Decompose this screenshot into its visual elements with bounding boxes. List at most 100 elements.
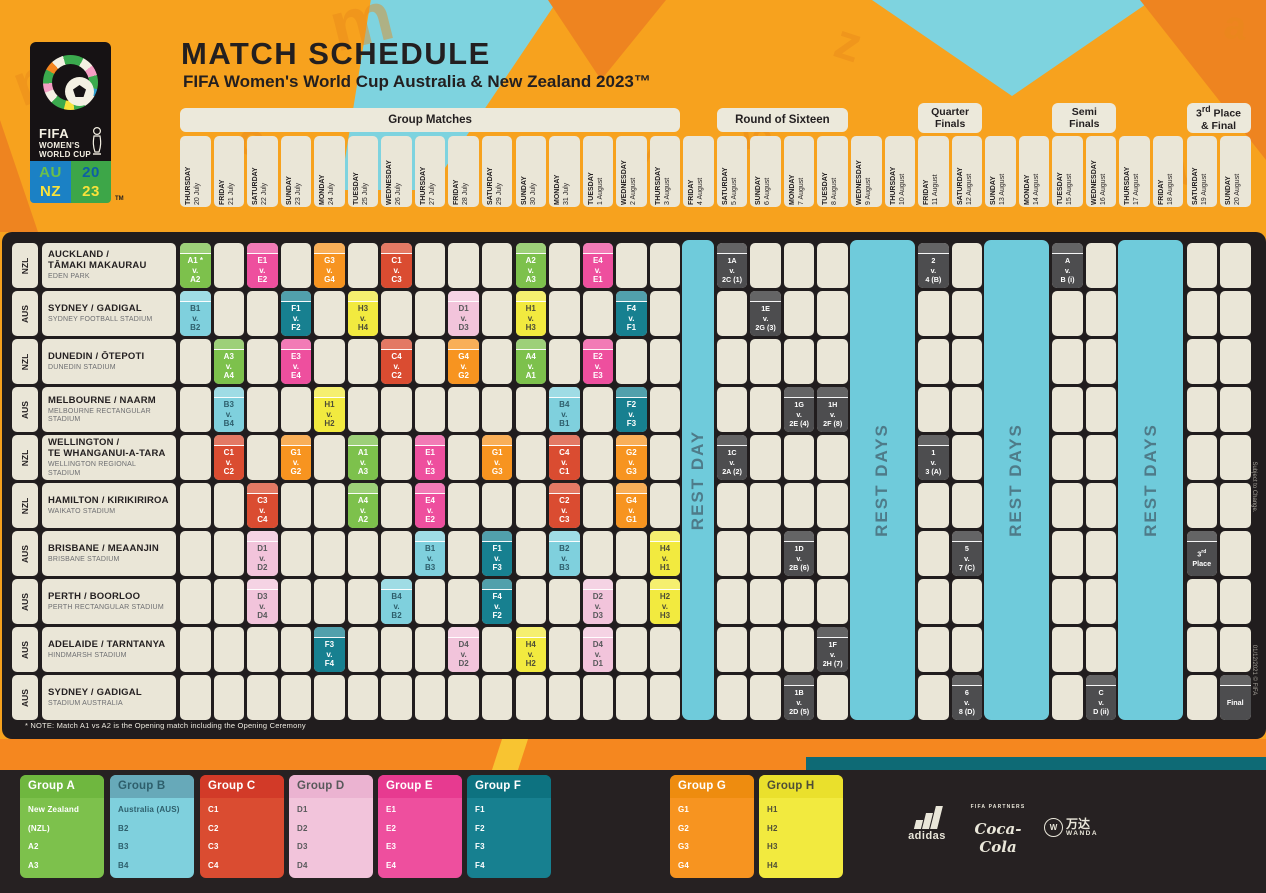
legend-item: B2 — [118, 823, 129, 833]
grid-cell — [1052, 627, 1083, 672]
date-cell-28-july: FRIDAY 28 July — [448, 136, 479, 207]
match-cell-band — [582, 243, 614, 254]
grid-cell — [1220, 531, 1251, 576]
match-cell-band — [783, 387, 815, 398]
grid-cell — [1052, 387, 1083, 432]
coca-cola-logo: Coca-Cola — [974, 820, 1022, 856]
match-cell-a4-v-a1: A4 v. A1 — [515, 339, 546, 384]
grid-cell — [381, 291, 412, 336]
match-cell-band — [314, 627, 345, 638]
logo-worldcup-text: WORLD CUP — [39, 150, 92, 159]
trophy-icon — [92, 126, 102, 155]
legend-group-header: Group A — [20, 775, 104, 798]
grid-cell — [347, 531, 379, 576]
grid-cell — [750, 531, 781, 576]
legend-item: F2 — [475, 823, 485, 833]
grid-cell — [750, 387, 781, 432]
grid-cell — [1052, 435, 1083, 480]
legend-group-items: D1 D2 D3 D4 — [289, 798, 373, 875]
legend-item: A4 — [28, 875, 96, 878]
match-cell-e1-v-e2: E1 v. E2 — [247, 243, 278, 288]
grid-cell — [481, 675, 513, 720]
date-cell-24-july: MONDAY 24 July — [314, 136, 345, 207]
grid-cell — [481, 339, 513, 384]
match-cell-a4-v-a2: A4 v. A2 — [347, 483, 379, 528]
match-cell-band — [448, 339, 479, 350]
grid-cell — [213, 579, 245, 624]
grid-cell — [817, 339, 848, 384]
grid-cell — [649, 291, 681, 336]
match-cell-band — [448, 291, 479, 302]
date-label: FRIDAY 18 August — [1157, 173, 1174, 205]
rest-band-25: REST DAYS — [983, 240, 1050, 720]
date-cell-6-august: SUNDAY 6 August — [750, 136, 781, 207]
grid-cell — [649, 627, 681, 672]
grid-cell — [213, 483, 245, 528]
date-cell-7-august: MONDAY 7 August — [783, 136, 815, 207]
match-cell-band — [347, 483, 379, 494]
grid-cell — [649, 483, 681, 528]
grid-cell — [716, 387, 748, 432]
match-cell-d2-v-d3: D2 v. D3 — [582, 579, 614, 624]
phase-header-round-of-sixteen: Round of Sixteen — [716, 108, 848, 132]
date-label: THURSDAY 27 July — [419, 166, 436, 205]
grid-cell — [481, 291, 513, 336]
adidas-bars-icon — [902, 806, 952, 829]
grid-cell — [347, 387, 379, 432]
venue-stadium: EDEN PARK — [48, 273, 90, 281]
date-cell-10-august: THURSDAY 10 August — [884, 136, 916, 207]
match-cell-h3-v-h4: H3 v. H4 — [347, 291, 379, 336]
match-cell-band — [381, 243, 412, 254]
grid-cell — [1085, 579, 1117, 624]
match-cell-a1-v-a2: A1 * v. A2 — [180, 243, 211, 288]
football-icon — [65, 77, 94, 106]
grid-cell — [414, 339, 446, 384]
match-cell-f4-v-f2: F4 v. F2 — [481, 579, 513, 624]
grid-cell — [750, 627, 781, 672]
grid-cell — [783, 435, 815, 480]
date-label: SATURDAY 12 August — [956, 167, 973, 205]
match-cell-b1-v-b2: B1 v. B2 — [180, 291, 211, 336]
grid-cell — [448, 243, 479, 288]
legend-item: E1 — [386, 805, 397, 814]
grid-cell — [1220, 339, 1251, 384]
date-label: WEDNESDAY 16 August — [1090, 160, 1107, 205]
match-cell-band — [314, 387, 345, 398]
fifa-wwc-logo: FIFA WOMEN'S WORLD CUP AU NZ 20 23 — [30, 42, 111, 203]
match-cell-b3-v-b4: B3 v. B4 — [213, 387, 245, 432]
legend-group-c: Group C C1 C2 C3 C4 — [200, 775, 284, 878]
grid-cell — [515, 531, 546, 576]
grid-cell — [582, 291, 614, 336]
grid-cell — [314, 339, 345, 384]
legend-group-f: Group F F1 F2 F3 F4 — [467, 775, 551, 878]
venue-stadium: HINDMARSH STADIUM — [48, 651, 127, 659]
match-cell-1g-v-2e-4-: 1G v. 2E (4) — [783, 387, 815, 432]
match-cell-b4-v-b2: B4 v. B2 — [381, 579, 412, 624]
legend-group-h: Group H H1 H2 H3 H4 — [759, 775, 843, 878]
grid-cell — [314, 531, 345, 576]
orange-wedge-midtop — [548, 0, 666, 80]
grid-cell — [448, 531, 479, 576]
date-cell-20-august: SUNDAY 20 August — [1220, 136, 1251, 207]
venue-city: PERTH / BOORLOO — [48, 590, 141, 602]
phase-header-group-matches: Group Matches — [180, 108, 681, 132]
match-cell-b4-v-b1: B4 v. B1 — [549, 387, 580, 432]
grid-cell — [280, 531, 312, 576]
venue-stadium: BRISBANE STADIUM — [48, 555, 120, 563]
grid-cell — [817, 291, 848, 336]
legend-item: C1 — [208, 805, 219, 814]
grid-cell — [1186, 339, 1217, 384]
grid-cell — [750, 483, 781, 528]
legend-item: D1 — [297, 805, 308, 814]
legend-item: C2 — [208, 823, 219, 833]
grid-cell — [280, 483, 312, 528]
logo-emblem-icon — [43, 55, 98, 110]
match-cell-g4-v-g2: G4 v. G2 — [448, 339, 479, 384]
date-cell-17-august: THURSDAY 17 August — [1119, 136, 1150, 207]
grid-cell — [951, 243, 983, 288]
grid-cell — [381, 435, 412, 480]
date-label: WEDNESDAY 2 August — [621, 160, 637, 205]
match-cell-band — [1052, 243, 1083, 254]
match-cell-1c-v-2a-2-: 1C v. 2A (2) — [716, 435, 748, 480]
